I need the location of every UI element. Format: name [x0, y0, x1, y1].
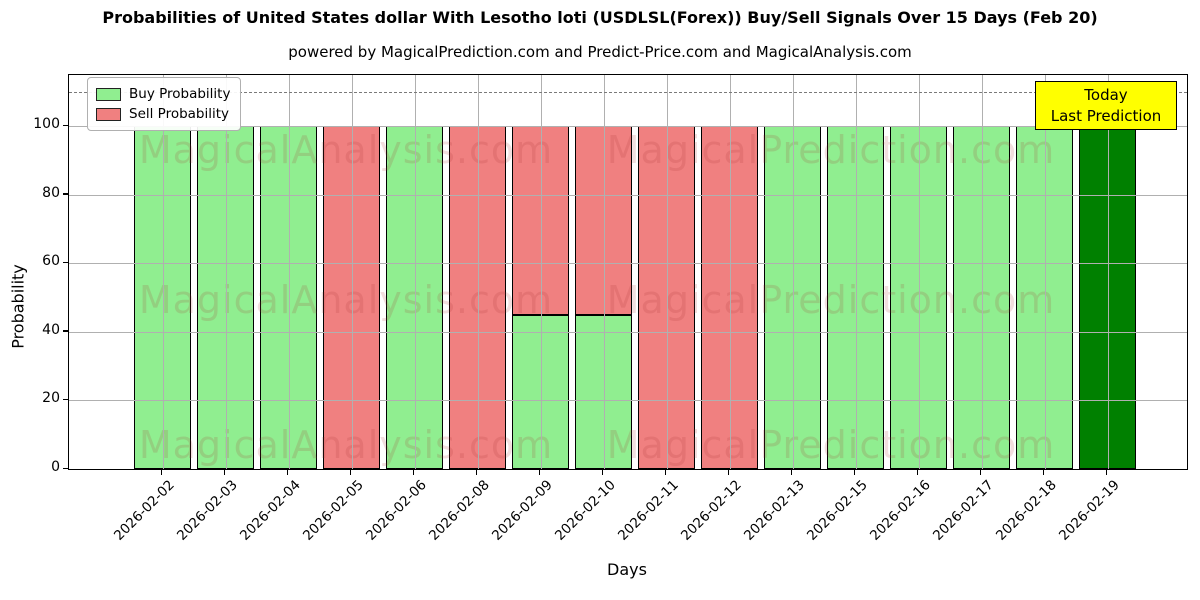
x-gridline [603, 75, 605, 469]
x-tick-label: 2026-02-09 [489, 477, 556, 544]
x-tick-mark [349, 470, 352, 475]
y-tick-label: 20 [42, 390, 60, 407]
legend-row-sell: Sell Probability [96, 104, 230, 124]
y-gridline [69, 194, 1187, 196]
legend: Buy Probability Sell Probability [87, 77, 242, 131]
watermark-text: MagicalAnalysis.com [138, 278, 554, 322]
y-tick-mark [63, 330, 68, 332]
y-tick-label: 0 [51, 459, 60, 475]
x-gridline [666, 75, 668, 469]
x-gridline [729, 75, 731, 469]
x-gridline [981, 75, 983, 469]
x-tick-label: 2026-02-18 [993, 477, 1060, 544]
today-line2: Last Prediction [1050, 106, 1162, 125]
sell-swatch-icon [96, 107, 121, 121]
x-tick-mark [412, 470, 415, 475]
plot-area: MagicalAnalysis.com MagicalPrediction.com… [68, 74, 1188, 470]
x-gridline [288, 75, 290, 469]
x-tick-mark [1105, 470, 1108, 475]
x-axis-label: Days [607, 560, 647, 579]
x-gridline [1044, 75, 1046, 469]
x-tick-label: 2026-02-10 [552, 477, 619, 544]
x-gridline [918, 75, 920, 469]
y-gridline [69, 331, 1187, 333]
legend-buy-label: Buy Probability [129, 86, 231, 102]
x-gridline [1107, 75, 1109, 469]
y-tick-label: 100 [33, 116, 60, 133]
x-tick-label: 2026-02-15 [804, 477, 871, 544]
x-gridline [855, 75, 857, 469]
x-tick-label: 2026-02-06 [363, 477, 430, 544]
y-gridline [69, 263, 1187, 265]
y-tick-mark [63, 193, 68, 195]
x-tick-label: 2026-02-02 [111, 477, 178, 544]
y-tick-label: 80 [42, 184, 60, 201]
y-axis-label: Probability [8, 264, 28, 349]
chart-subtitle: powered by MagicalPrediction.com and Pre… [288, 43, 912, 61]
x-tick-mark [664, 470, 667, 475]
x-tick-label: 2026-02-12 [678, 477, 745, 544]
legend-row-buy: Buy Probability [96, 84, 230, 104]
x-tick-mark [223, 470, 226, 475]
watermark-text: MagicalAnalysis.com [138, 128, 554, 172]
y-tick-mark [63, 261, 68, 264]
watermark-text: MagicalAnalysis.com [138, 423, 554, 467]
y-tick-mark [63, 398, 68, 401]
watermark-text: MagicalPrediction.com [606, 128, 1056, 172]
x-tick-mark [160, 470, 163, 475]
x-gridline [792, 75, 794, 469]
x-tick-label: 2026-02-13 [741, 477, 808, 544]
x-gridline [540, 75, 542, 469]
x-tick-mark [286, 470, 289, 475]
x-tick-mark [853, 470, 856, 475]
x-tick-label: 2026-02-04 [237, 477, 304, 544]
x-gridline [351, 75, 353, 469]
chart-title: Probabilities of United States dollar Wi… [102, 8, 1098, 27]
buy-swatch-icon [96, 87, 121, 101]
x-tick-label: 2026-02-03 [174, 477, 241, 544]
x-gridline [414, 75, 416, 469]
watermark-text: MagicalPrediction.com [606, 278, 1056, 322]
x-tick-label: 2026-02-17 [930, 477, 997, 544]
x-tick-label: 2026-02-08 [426, 477, 493, 544]
y-tick-mark [63, 467, 68, 469]
x-tick-mark [1042, 470, 1045, 475]
x-tick-mark [979, 470, 982, 475]
x-tick-mark [916, 470, 919, 475]
y-gridline [69, 400, 1187, 402]
threshold-dashed-line [69, 92, 1187, 94]
y-gridline [69, 126, 1187, 128]
today-annotation-box: Today Last Prediction [1035, 81, 1177, 130]
x-tick-mark [790, 470, 793, 475]
x-tick-mark [475, 470, 478, 475]
x-tick-mark [538, 470, 541, 475]
today-line1: Today [1084, 85, 1128, 104]
x-gridline [477, 75, 479, 469]
x-tick-label: 2026-02-11 [615, 477, 682, 544]
y-tick-mark [63, 124, 68, 127]
x-tick-mark [601, 470, 604, 475]
x-tick-mark [727, 470, 730, 475]
x-tick-label: 2026-02-19 [1056, 477, 1123, 544]
y-tick-label: 40 [42, 321, 60, 338]
x-gridline [162, 75, 164, 469]
y-tick-label: 60 [42, 253, 60, 270]
x-tick-label: 2026-02-16 [867, 477, 934, 544]
x-gridline [225, 75, 227, 469]
watermark-text: MagicalPrediction.com [606, 423, 1056, 467]
x-tick-label: 2026-02-05 [300, 477, 367, 544]
legend-sell-label: Sell Probability [129, 106, 230, 122]
